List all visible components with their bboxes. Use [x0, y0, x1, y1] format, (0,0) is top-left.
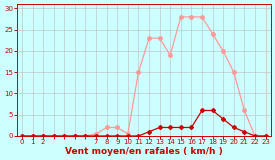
X-axis label: Vent moyen/en rafales ( km/h ): Vent moyen/en rafales ( km/h ) — [65, 147, 222, 156]
